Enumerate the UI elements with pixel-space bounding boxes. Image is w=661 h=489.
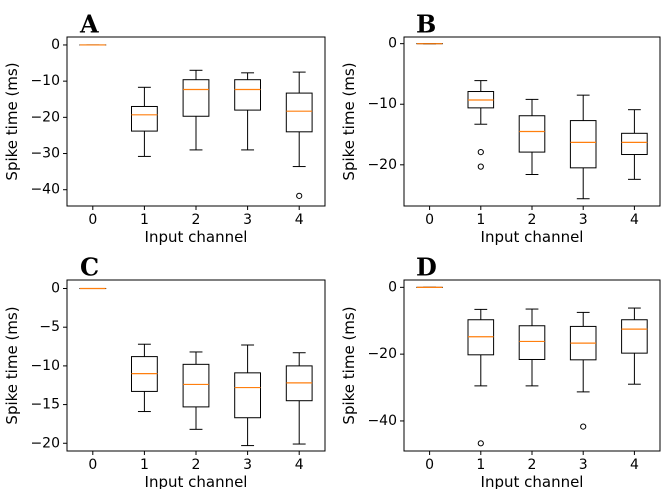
panel-letter: C — [80, 253, 99, 282]
y-tick-label: −10 — [30, 73, 60, 89]
x-tick-label: 3 — [243, 457, 252, 473]
box-2 — [182, 351, 210, 430]
y-axis-label: Spike time (ms) — [340, 62, 358, 180]
x-tick-label: 4 — [295, 457, 304, 473]
box-iqr — [621, 132, 648, 156]
x-tick-label: 4 — [630, 457, 639, 473]
y-tick-label: 0 — [388, 279, 397, 295]
box-iqr — [518, 115, 546, 153]
box-iqr — [518, 325, 546, 360]
x-tick-label: 1 — [140, 212, 149, 228]
outlier-point — [477, 440, 484, 447]
box-4 — [621, 109, 648, 180]
y-axis-label: Spike time (ms) — [340, 306, 358, 424]
y-tick-label: 0 — [388, 36, 397, 52]
x-tick-label: 2 — [192, 457, 201, 473]
y-axis-label: Spike time (ms) — [3, 306, 21, 424]
y-tick-label: −20 — [367, 157, 397, 173]
box-4 — [621, 307, 648, 385]
box-1 — [467, 308, 495, 447]
y-tick-label: −20 — [30, 109, 60, 125]
box-1 — [131, 343, 158, 413]
y-tick-label: −30 — [30, 146, 60, 162]
outlier-point — [477, 148, 484, 156]
box-4 — [285, 352, 313, 445]
x-tick-label: 4 — [295, 212, 304, 228]
box-2 — [182, 69, 210, 151]
box-iqr — [182, 79, 210, 117]
box-iqr — [234, 372, 261, 419]
outlier-point — [477, 163, 484, 170]
x-tick-label: 1 — [476, 212, 485, 228]
x-tick-label: 3 — [579, 457, 588, 473]
y-tick-label: −40 — [30, 182, 60, 198]
box-iqr — [285, 92, 313, 133]
x-tick-label: 4 — [630, 212, 639, 228]
y-tick-label: −40 — [367, 413, 397, 429]
box-iqr — [131, 105, 158, 132]
box-2 — [518, 308, 546, 387]
panel-b: B 0 −10 −20 0 1 2 3 4 Input channel Spike time (ms… — [340, 10, 661, 246]
panel-d: D 0 −20 −40 0 1 2 3 4 Input channel Spike time (ms… — [340, 253, 661, 489]
x-tick-label: 2 — [192, 212, 201, 228]
x-tick-label: 3 — [243, 212, 252, 228]
box-2 — [518, 98, 546, 176]
x-tick-label: 3 — [579, 212, 588, 228]
x-tick-label: 1 — [476, 457, 485, 473]
x-tick-label: 0 — [88, 457, 97, 473]
panel-letter: A — [79, 10, 99, 39]
y-tick-label: −20 — [30, 435, 60, 451]
y-tick-label: −10 — [367, 96, 397, 112]
outlier-point — [296, 192, 303, 199]
x-tick-label: 0 — [425, 212, 434, 228]
y-tick-label: −20 — [367, 346, 397, 362]
y-tick-label: −15 — [30, 397, 60, 413]
panel-c: C 0 −5 −10 −15 −20 0 1 2 3 4 Input channel Spike tim… — [3, 253, 326, 489]
x-axis-label: Input channel — [481, 228, 584, 246]
panel-letter: D — [416, 253, 437, 282]
box-4 — [285, 71, 313, 199]
x-tick-label: 2 — [528, 212, 537, 228]
box-iqr — [182, 363, 210, 408]
y-tick-label: 0 — [51, 281, 60, 297]
box-iqr — [234, 79, 261, 111]
box-3 — [234, 72, 261, 151]
box-iqr — [569, 120, 597, 169]
x-axis-label: Input channel — [145, 473, 248, 489]
x-tick-label: 0 — [425, 457, 434, 473]
x-tick-label: 2 — [528, 457, 537, 473]
y-tick-label: 0 — [51, 37, 60, 53]
y-tick-label: −10 — [30, 358, 60, 374]
outlier-point — [580, 423, 587, 430]
x-axis-label: Input channel — [481, 473, 584, 489]
panel-a: A 0 −10 −20 −30 −40 0 1 2 3 4 Input channel Spike ti… — [3, 10, 326, 246]
box-1 — [131, 86, 158, 157]
y-axis-label: Spike time (ms) — [3, 62, 21, 180]
y-tick-label: −5 — [39, 319, 60, 335]
box-3 — [569, 311, 597, 430]
x-tick-label: 1 — [140, 457, 149, 473]
box-3 — [234, 344, 261, 447]
box-1 — [467, 80, 495, 170]
panel-letter: B — [416, 10, 436, 39]
plot-frame — [403, 36, 661, 207]
box-3 — [569, 94, 597, 200]
x-axis-label: Input channel — [145, 228, 248, 246]
box-iqr — [621, 319, 648, 354]
x-tick-label: 0 — [88, 212, 97, 228]
